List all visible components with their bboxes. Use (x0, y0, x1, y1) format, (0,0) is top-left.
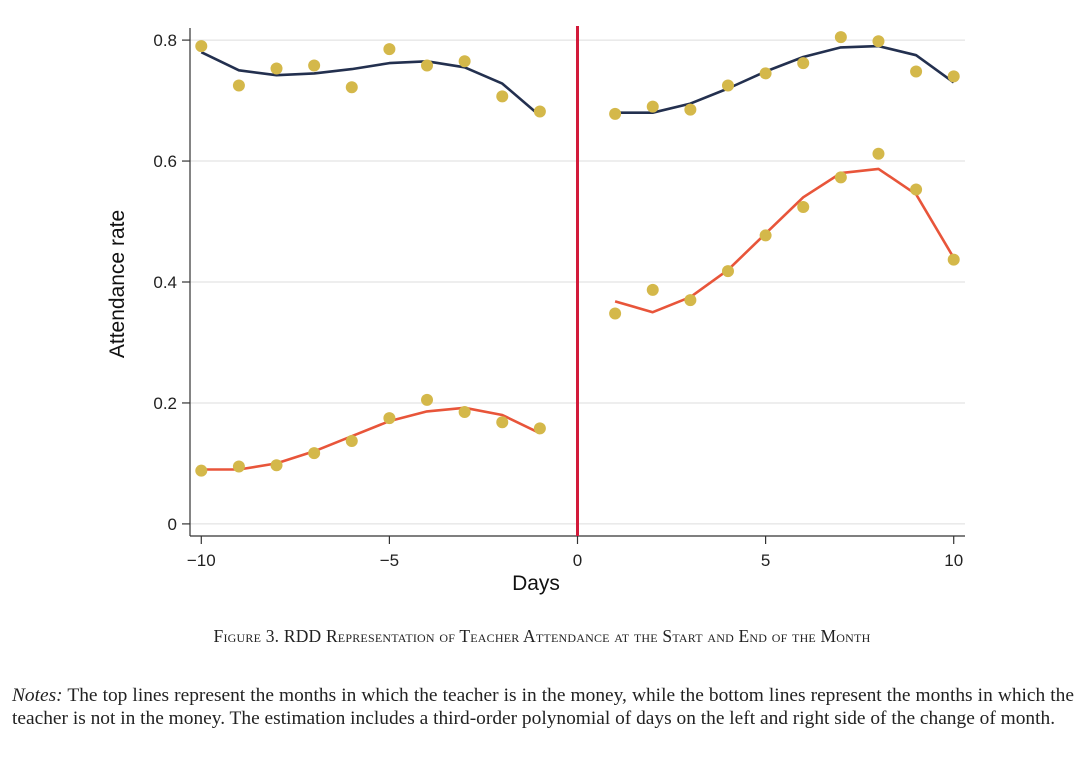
data-point (759, 229, 772, 242)
y-tick-label: 0.4 (153, 273, 177, 292)
data-point (684, 103, 697, 116)
data-point (646, 100, 659, 113)
data-point (383, 43, 396, 56)
y-tick-label: 0.2 (153, 394, 177, 413)
data-point (721, 265, 734, 278)
notes-label: Notes: (12, 685, 63, 706)
axes (182, 28, 965, 544)
data-point (872, 35, 885, 48)
data-point (834, 171, 847, 184)
x-tick-label: 0 (573, 551, 582, 570)
y-axis-title: Attendance rate (106, 210, 129, 358)
data-point (684, 294, 697, 307)
bottom-fit-line-left (201, 406, 541, 471)
data-point (345, 81, 358, 94)
data-point (646, 283, 659, 296)
figure-caption: Figure 3. RDD Representation of Teacher … (213, 626, 871, 646)
y-tick-label: 0.6 (153, 152, 177, 171)
x-axis-title: Days (512, 572, 560, 595)
data-point (232, 460, 245, 473)
data-point (797, 57, 810, 70)
data-point (195, 40, 208, 53)
data-point (759, 67, 772, 80)
data-point (496, 90, 509, 103)
data-point (609, 307, 622, 320)
data-point (834, 31, 847, 44)
fit-lines (200, 44, 955, 471)
y-tick-label: 0.8 (153, 31, 177, 50)
data-point (345, 435, 358, 448)
data-point (232, 79, 245, 92)
bottom-fit-line-right (614, 167, 955, 314)
data-point (270, 459, 283, 472)
data-point (458, 55, 471, 68)
data-point (872, 147, 885, 160)
data-point (721, 79, 734, 92)
data-point (910, 183, 923, 196)
data-point (496, 416, 509, 429)
data-point (458, 406, 471, 419)
figure-notes: Notes: The top lines represent the month… (12, 684, 1074, 730)
rdd-chart: 0 0.2 0.4 0.6 0.8 −10 −5 0 5 10 Attendance rate D… (106, 26, 965, 595)
x-tick-label: 10 (944, 551, 963, 570)
data-point (533, 105, 546, 118)
data-point (270, 62, 283, 75)
y-tick-label: 0 (168, 515, 177, 534)
notes-text: The top lines represent the months in wh… (12, 685, 1074, 729)
data-point (308, 59, 321, 72)
data-point (609, 107, 622, 120)
scatter-points (195, 31, 960, 477)
data-point (308, 447, 321, 460)
data-point (421, 393, 434, 406)
data-point (947, 70, 960, 83)
x-tick-label: −10 (187, 551, 216, 570)
x-tick-label: −5 (380, 551, 399, 570)
data-point (797, 201, 810, 214)
data-point (910, 65, 923, 78)
data-point (947, 253, 960, 266)
data-point (421, 59, 434, 72)
data-point (533, 422, 546, 435)
top-fit-line-right (615, 44, 955, 114)
tick-labels: 0 0.2 0.4 0.6 0.8 −10 −5 0 5 10 (153, 31, 963, 570)
x-tick-label: 5 (761, 551, 770, 570)
top-fit-line-left (200, 51, 541, 117)
data-point (195, 464, 208, 477)
data-point (383, 412, 396, 425)
